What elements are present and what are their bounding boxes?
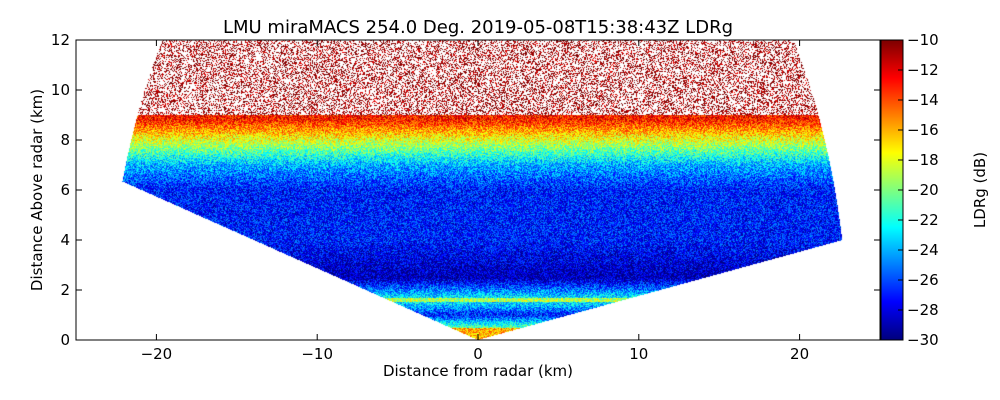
y-tick-label: 2 [60, 281, 70, 299]
y-tick-label: 4 [60, 231, 70, 249]
colorbar-axis: −30 −28 −26 −24 −22 −20 −18 −16 −14 −12 −10 [898, 31, 939, 349]
y-axis-label: Distance Above radar (km) [28, 89, 46, 291]
colorbar-tick-label: −16 [907, 121, 939, 139]
x-tick-label: 10 [629, 345, 648, 363]
y-tick-label: 8 [60, 131, 70, 149]
y-tick-label: 12 [51, 31, 70, 49]
colorbar-tick-label: −12 [907, 61, 939, 79]
colorbar-tick-label: −10 [907, 31, 939, 49]
chart-title: LMU miraMACS 254.0 Deg. 2019-05-08T15:38… [223, 17, 733, 38]
x-tick-label: −20 [141, 345, 173, 363]
colorbar-tick-label: −18 [907, 151, 939, 169]
x-tick-label: −10 [301, 345, 333, 363]
y-tick-label: 6 [60, 181, 70, 199]
colorbar-tick-label: −26 [907, 271, 939, 289]
x-tick-label: 20 [790, 345, 809, 363]
ldr-heatmap [76, 40, 880, 340]
y-tick-label: 10 [51, 81, 70, 99]
colorbar-tick-label: −22 [907, 211, 939, 229]
y-tick-label: 0 [60, 331, 70, 349]
colorbar-tick-label: −30 [907, 331, 939, 349]
x-axis: −20 −10 0 10 20 [141, 40, 809, 363]
colorbar-tick-label: −14 [907, 91, 939, 109]
colorbar-label: LDRg (dB) [971, 152, 989, 228]
colorbar-tick-label: −28 [907, 301, 939, 319]
y-axis: 0 2 4 6 8 10 12 [51, 31, 880, 349]
x-axis-label: Distance from radar (km) [383, 362, 573, 380]
colorbar-gradient [881, 40, 903, 340]
x-tick-label: 0 [473, 345, 483, 363]
colorbar-tick-label: −24 [907, 241, 939, 259]
colorbar-tick-label: −20 [907, 181, 939, 199]
